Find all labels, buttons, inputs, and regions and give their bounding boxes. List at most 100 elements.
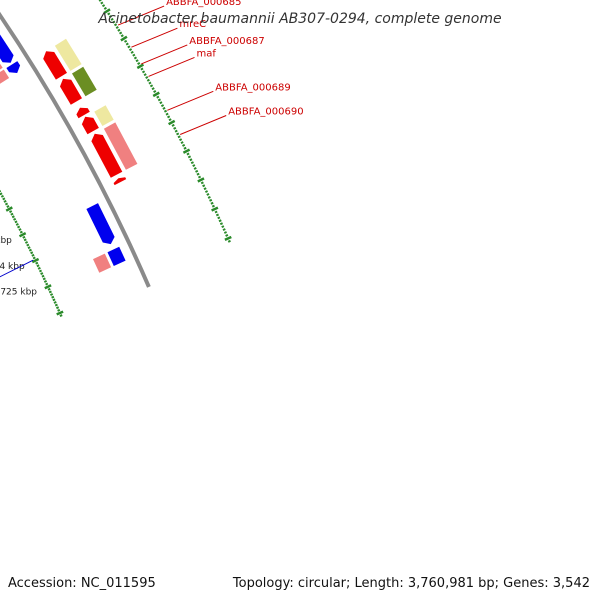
outer-scale-tick: [223, 231, 227, 234]
outer-scale-tick: [168, 119, 176, 126]
outer-scale-tick: [180, 141, 184, 144]
inner-scale-tick: [2, 197, 6, 201]
gene-label-leader: [148, 56, 195, 77]
inner-scale-tick: [40, 272, 44, 276]
inner-scale-tick: [22, 235, 26, 239]
outer-scale-tick: [135, 59, 139, 63]
scale-ticks: 717 kbp718 kbp719 kbp720 kbp721 kbp722 k…: [0, 0, 232, 318]
outer-scale-tick: [162, 106, 166, 110]
inner-scale-tick: [30, 251, 34, 255]
outer-scale-tick: [195, 169, 199, 173]
inner-scale-tick: [4, 202, 9, 206]
reverse-gene-feature-khaki: [54, 38, 82, 71]
outer-scale-tick: [151, 87, 155, 91]
gene-label: ABBFA_000687: [189, 36, 264, 47]
outer-scale-tick: [200, 181, 204, 185]
forward-gene-feature-pink: [93, 253, 112, 273]
inner-scale-tick: [27, 246, 31, 250]
inner-scale-tick: [49, 293, 54, 297]
forward-gene-feature-pink: [0, 69, 10, 84]
outer-scale-tick: [174, 129, 178, 133]
outer-scale-tick: [152, 91, 160, 98]
outer-scale-tick: [206, 193, 210, 196]
inner-scale-tick: [42, 277, 46, 281]
outer-scale-tick: [168, 118, 172, 122]
inner-scale-tick: [24, 241, 29, 244]
outer-scale-tick: [218, 219, 222, 223]
genome-summary-text: Topology: circular; Length: 3,760,981 bp…: [232, 576, 590, 591]
outer-scale-tick: [177, 135, 181, 139]
outer-scale-tick: [148, 81, 152, 85]
outer-scale-tick: [101, 4, 106, 8]
outer-scale-tick: [103, 6, 107, 10]
inner-scale-tick: [0, 192, 3, 196]
outer-scale-tick: [129, 48, 133, 52]
outer-scale-tick: [179, 138, 183, 142]
outer-scale-tick: [211, 204, 215, 208]
reverse-gene-feature-olive: [72, 66, 97, 97]
outer-scale-tick: [167, 115, 171, 119]
outer-scale-tick: [108, 15, 113, 19]
reverse-gene-feature-red: [60, 78, 82, 105]
outer-scale-tick: [203, 187, 207, 191]
outer-scale-tick: [112, 20, 116, 24]
outer-scale-tick: [189, 158, 193, 162]
outer-scale-tick: [193, 167, 197, 170]
gene-label: ABBFA_000685: [166, 0, 241, 8]
inner-scale-tick: [18, 228, 22, 231]
inner-scale-tick: [5, 206, 13, 212]
forward-gene-feature-blue: [0, 34, 14, 63]
inner-scale-tick: [0, 189, 2, 193]
outer-scale-tick: [182, 143, 186, 147]
outer-scale-tick: [214, 210, 218, 214]
outer-scale-tick: [187, 155, 192, 159]
inner-scale-tick: [28, 248, 32, 252]
inner-scale-tick: [0, 194, 4, 198]
inner-scale-tick: [53, 300, 57, 304]
outer-scale-tick: [160, 104, 165, 108]
outer-scale-tick: [133, 56, 138, 60]
outer-scale-tick: [146, 78, 150, 82]
inner-scale-tick: [54, 303, 58, 307]
outer-scale-tick: [107, 12, 111, 16]
outer-scale-tick: [113, 23, 118, 27]
inner-scale-tick: [37, 266, 41, 270]
inner-scale-tick: [52, 298, 56, 302]
gene-label-leader: [180, 115, 227, 135]
outer-scale-tick: [219, 222, 223, 226]
outer-scale-tick: [163, 109, 168, 113]
outer-scale-tick: [186, 152, 190, 156]
inner-scale-tick: [31, 253, 35, 257]
outer-scale-tick: [211, 206, 219, 212]
reverse-gene-feature-red: [76, 107, 90, 119]
outer-scale-tick: [159, 101, 163, 105]
outer-scale-tick: [217, 216, 221, 220]
inner-scale-tick: [31, 257, 40, 264]
outer-scale-tick: [165, 112, 169, 116]
gene-features: [0, 34, 138, 273]
inner-scale-tick: [56, 310, 64, 316]
genome-backbone: [0, 11, 151, 288]
inner-scale-tick: [14, 220, 18, 224]
inner-scale-tick: [32, 256, 36, 260]
gene-label-leader: [167, 90, 214, 111]
map-title: Acinetobacter baumannii AB307-0294, comp…: [97, 11, 501, 27]
forward-gene-feature-blue: [6, 61, 21, 73]
outer-scale-tick: [140, 67, 144, 71]
inner-scale-tick: [45, 282, 49, 286]
outer-scale-tick: [204, 190, 209, 193]
outer-scale-tick: [210, 201, 214, 205]
outer-scale-tick: [127, 45, 131, 49]
reverse-gene-feature-red: [81, 116, 99, 135]
gene-label: maf: [197, 48, 217, 59]
inner-scale-tick: [11, 215, 15, 219]
outer-scale-tick: [115, 26, 119, 30]
forward-gene-feature-blue: [107, 246, 126, 266]
reverse-gene-feature-pink: [103, 122, 138, 170]
inner-scale-tick: [3, 199, 7, 203]
scale-tick-label: 725 kbp: [0, 288, 37, 298]
outer-scale-tick: [215, 213, 219, 217]
outer-scale-tick: [207, 195, 211, 199]
